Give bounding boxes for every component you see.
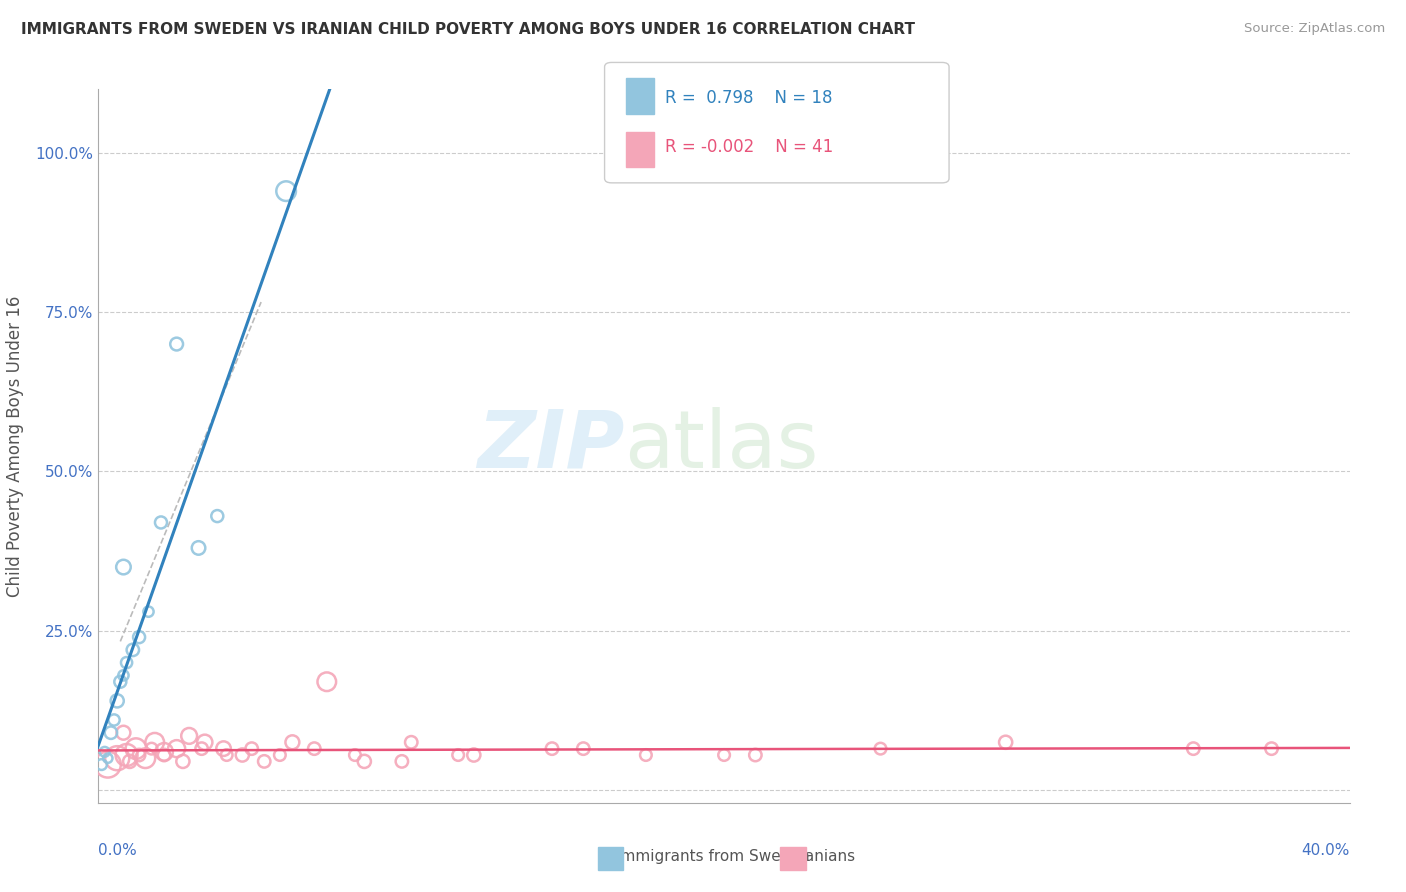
Point: [269, 747, 291, 762]
Point: [179, 729, 201, 743]
Point: [1260, 741, 1282, 756]
Point: [315, 674, 337, 689]
Point: [572, 741, 595, 756]
Point: [634, 747, 657, 762]
Text: R = -0.002    N = 41: R = -0.002 N = 41: [665, 138, 834, 156]
Point: [97, 757, 120, 772]
Point: [994, 735, 1017, 749]
Point: [100, 725, 122, 739]
Point: [212, 741, 235, 756]
Point: [190, 741, 212, 756]
Point: [166, 337, 188, 351]
Point: [869, 741, 891, 756]
Point: [125, 741, 148, 756]
Text: atlas: atlas: [624, 407, 818, 485]
Point: [93, 745, 115, 759]
Point: [343, 747, 366, 762]
Point: [110, 674, 132, 689]
Text: Iranians: Iranians: [794, 849, 855, 863]
Text: Immigrants from Sweden: Immigrants from Sweden: [616, 849, 810, 863]
Point: [103, 713, 125, 727]
Text: 0.0%: 0.0%: [98, 843, 138, 858]
Point: [207, 509, 229, 524]
Point: [105, 751, 128, 765]
Text: ZIP: ZIP: [477, 407, 624, 485]
Point: [128, 747, 150, 762]
Point: [304, 741, 326, 756]
Point: [274, 184, 298, 198]
Point: [143, 735, 166, 749]
Point: [391, 755, 413, 769]
Point: [90, 757, 112, 772]
Point: [253, 755, 276, 769]
Point: [541, 741, 564, 756]
Point: [115, 747, 138, 762]
Text: IMMIGRANTS FROM SWEDEN VS IRANIAN CHILD POVERTY AMONG BOYS UNDER 16 CORRELATION : IMMIGRANTS FROM SWEDEN VS IRANIAN CHILD …: [21, 22, 915, 37]
Point: [187, 541, 209, 555]
Point: [231, 747, 253, 762]
Point: [115, 656, 138, 670]
Point: [118, 755, 141, 769]
Point: [138, 605, 160, 619]
Point: [353, 755, 375, 769]
Point: [240, 741, 263, 756]
Point: [744, 747, 766, 762]
Text: Source: ZipAtlas.com: Source: ZipAtlas.com: [1244, 22, 1385, 36]
Text: 40.0%: 40.0%: [1302, 843, 1350, 858]
Point: [713, 747, 735, 762]
Point: [150, 516, 173, 530]
Point: [401, 735, 423, 749]
Point: [172, 755, 194, 769]
Point: [121, 643, 143, 657]
Y-axis label: Child Poverty Among Boys Under 16: Child Poverty Among Boys Under 16: [7, 295, 24, 597]
Point: [141, 741, 163, 756]
Point: [215, 747, 238, 762]
Point: [134, 751, 156, 765]
Point: [194, 735, 217, 749]
Point: [447, 747, 470, 762]
Point: [153, 745, 176, 759]
Point: [166, 741, 188, 756]
Point: [105, 694, 128, 708]
Point: [112, 668, 135, 682]
Point: [281, 735, 304, 749]
Point: [97, 751, 120, 765]
Text: R =  0.798    N = 18: R = 0.798 N = 18: [665, 89, 832, 107]
Point: [128, 630, 150, 644]
Point: [1182, 741, 1205, 756]
Point: [153, 747, 176, 762]
Point: [463, 747, 485, 762]
Point: [112, 560, 135, 574]
Point: [112, 725, 135, 739]
